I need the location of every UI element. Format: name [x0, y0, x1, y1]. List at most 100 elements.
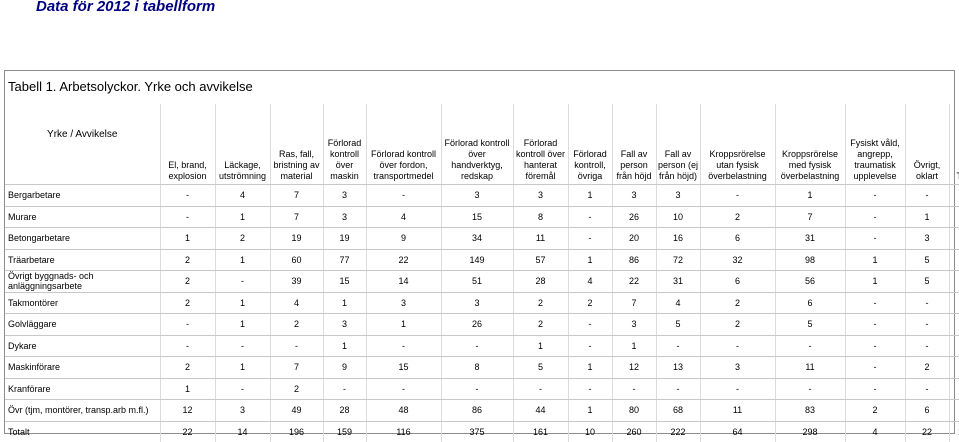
table-cell: - [270, 335, 324, 357]
table-cell: 34 [441, 227, 514, 250]
table-cell: 6 [775, 292, 846, 314]
table-cell: 116 [366, 421, 442, 442]
table-cell: 1 [215, 356, 271, 379]
table-cell: 57 [513, 249, 569, 271]
table-row: Träarbetare216077221495718672329815663 [5, 249, 959, 271]
table-cell: 1 [323, 292, 367, 314]
table-cell: 3 [656, 184, 701, 207]
table-cell: - [323, 378, 367, 400]
table-cell: - [905, 184, 950, 207]
table-cell: 2 [905, 356, 950, 379]
table-cell: 84 [949, 206, 959, 228]
accident-table-frame: Tabell 1. Arbetsolyckor. Yrke och avvike… [4, 70, 959, 442]
column-header: Fall av person från höjd [612, 104, 657, 185]
table-cell: 15 [441, 206, 514, 228]
table-cell: 3 [441, 292, 514, 314]
table-cell: 2 [160, 249, 216, 271]
row-label: Betongarbetare [5, 227, 161, 250]
table-cell: - [441, 378, 514, 400]
table-cell: 3 [949, 335, 959, 357]
table-cell: - [845, 292, 906, 314]
column-header: Övrigt, oklart [905, 104, 950, 185]
table-cell: 260 [612, 421, 657, 442]
table-row: Övrigt byggnads- och anläggningsarbete 2-… [5, 270, 959, 293]
table-cell: 9 [323, 356, 367, 379]
table-cell: 14 [366, 270, 442, 293]
table-cell: 9 [366, 227, 442, 250]
table-cell: 375 [441, 421, 514, 442]
row-label: Murare [5, 206, 161, 228]
table-cell: 60 [270, 249, 324, 271]
table-cell: 28 [513, 270, 569, 293]
table-cell: - [366, 335, 442, 357]
table-cell: 3 [700, 356, 776, 379]
table-header-row: Yrke / Avvikelse El, brand, explosion Läck… [5, 104, 959, 185]
table-cell: - [568, 313, 613, 336]
table-cell: 8 [441, 356, 514, 379]
column-header: Totalt [949, 104, 959, 185]
column-header: Förlorad kontroll över handverktyg, reds… [441, 104, 514, 185]
table-cell: - [905, 335, 950, 357]
table-cell: 2 [215, 227, 271, 250]
table-cell: - [366, 378, 442, 400]
table-cell: 4 [215, 184, 271, 207]
table-cell: 50 [949, 313, 959, 336]
table-cell: 1 [612, 335, 657, 357]
row-label: Träarbetare [5, 249, 161, 271]
table-cell: 28 [323, 399, 367, 422]
table-cell: 1923 [949, 421, 959, 442]
table-cell: 20 [612, 227, 657, 250]
table-cell: 64 [700, 421, 776, 442]
table-cell: 7 [270, 184, 324, 207]
table-cell: - [366, 184, 442, 207]
table-cell: - [568, 335, 613, 357]
table-cell: 298 [775, 421, 846, 442]
table-cell: 28 [949, 184, 959, 207]
table-cell: 89 [949, 356, 959, 379]
table-cell: 2 [700, 206, 776, 228]
table-cell: 149 [441, 249, 514, 271]
table-cell: 19 [323, 227, 367, 250]
table-cell: 3 [323, 184, 367, 207]
table-cell: 31 [656, 270, 701, 293]
table-cell: 159 [323, 421, 367, 442]
table-cell: 1 [905, 206, 950, 228]
table-cell: - [215, 335, 271, 357]
table-cell: 4 [366, 206, 442, 228]
table-cell: 16 [656, 227, 701, 250]
table-cell: - [656, 335, 701, 357]
table-cell: 80 [612, 399, 657, 422]
table-cell: 44 [513, 399, 569, 422]
table-cell: - [656, 378, 701, 400]
table-cell: 4 [568, 270, 613, 293]
table-cell: - [775, 378, 846, 400]
table-cell: 7 [775, 206, 846, 228]
table-cell: 3 [513, 184, 569, 207]
row-label: Maskinförare [5, 356, 161, 379]
table-cell: 2 [700, 292, 776, 314]
table-cell: - [845, 335, 906, 357]
table-cell: - [700, 378, 776, 400]
column-header: Fall av person (ej från höjd) [656, 104, 701, 185]
table-cell: 2 [700, 313, 776, 336]
table-cell: 1 [323, 335, 367, 357]
column-header: Förlorad kontroll över fordon, transport… [366, 104, 442, 185]
table-row: Övr (tjm, montörer, transp.arb m.fl.) 12 3… [5, 399, 959, 422]
table-cell: 15 [323, 270, 367, 293]
table-cell: 11 [513, 227, 569, 250]
table-cell: 1 [568, 356, 613, 379]
table-cell: - [215, 270, 271, 293]
table-cell: 1 [160, 227, 216, 250]
table-cell: 4 [845, 421, 906, 442]
table-cell: 6 [905, 399, 950, 422]
column-header: Läckage, utströmning [215, 104, 271, 185]
table-cell: 5 [905, 249, 950, 271]
table-cell: 26 [441, 313, 514, 336]
table-cell: 22 [160, 421, 216, 442]
table-cell: 7 [270, 206, 324, 228]
table-row: Dykare---1--1-1-----3 [5, 335, 959, 357]
table-cell: 3 [441, 184, 514, 207]
